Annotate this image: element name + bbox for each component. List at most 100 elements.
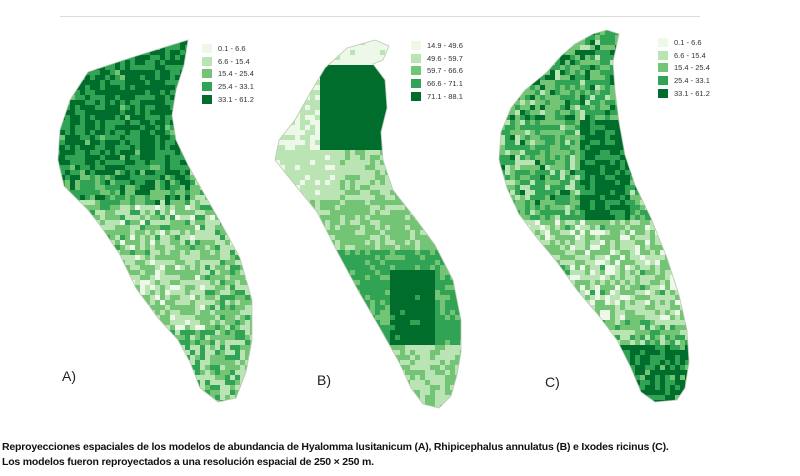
raster-cell	[225, 275, 231, 281]
raster-cell	[180, 370, 186, 376]
raster-cell	[100, 195, 106, 201]
raster-cell	[255, 155, 260, 160]
raster-cell	[275, 65, 276, 71]
raster-cell	[210, 160, 216, 166]
raster-cell	[140, 190, 146, 196]
raster-cell	[300, 85, 306, 91]
raster-cell	[300, 90, 306, 96]
raster-cell	[165, 130, 171, 136]
raster-cell	[215, 360, 221, 366]
raster-cell	[220, 205, 226, 211]
raster-cell	[175, 365, 181, 371]
raster-cell	[95, 155, 101, 161]
raster-cell	[65, 130, 71, 136]
raster-cell	[100, 245, 106, 251]
raster-cell	[70, 50, 76, 56]
raster-cell	[155, 365, 161, 371]
raster-cell	[95, 85, 101, 91]
raster-cell	[140, 400, 146, 402]
raster-cell	[205, 335, 211, 341]
raster-cell	[370, 70, 376, 76]
raster-cell	[275, 40, 276, 46]
raster-cell	[95, 60, 101, 66]
raster-cell	[145, 155, 151, 161]
raster-cell	[145, 100, 151, 106]
raster-cell	[255, 280, 260, 285]
raster-cell	[150, 360, 156, 366]
raster-cell	[160, 345, 166, 351]
raster-cell	[110, 395, 116, 401]
raster-cell	[240, 150, 246, 156]
raster-cell	[395, 75, 401, 81]
raster-cell	[140, 120, 146, 126]
raster-cell	[150, 260, 156, 266]
raster-cell	[325, 45, 331, 51]
raster-cell	[85, 145, 91, 151]
raster-cell	[80, 340, 86, 346]
raster-cell	[135, 280, 141, 286]
raster-cell	[325, 115, 331, 121]
raster-cell	[125, 285, 131, 291]
raster-cell	[375, 25, 380, 30]
raster-cell	[175, 185, 181, 191]
raster-cell	[385, 65, 391, 71]
raster-cell	[110, 235, 116, 241]
raster-cell	[190, 125, 196, 131]
raster-cell	[165, 90, 171, 96]
raster-cell	[40, 245, 45, 250]
raster-cell	[355, 60, 361, 66]
raster-cell	[235, 385, 241, 391]
raster-cell	[350, 95, 356, 101]
raster-cell	[185, 130, 191, 136]
raster-cell	[160, 190, 166, 196]
raster-cell	[120, 230, 126, 236]
raster-cell	[65, 50, 71, 56]
raster-cell	[220, 160, 226, 166]
raster-cell	[245, 115, 251, 121]
raster-cell	[250, 220, 252, 226]
raster-cell	[280, 100, 286, 106]
raster-cell	[240, 190, 246, 196]
raster-cell	[175, 130, 181, 136]
raster-cell	[135, 40, 141, 46]
raster-cell	[100, 410, 105, 415]
raster-cell	[250, 150, 252, 156]
raster-cell	[160, 20, 165, 25]
raster-cell	[60, 40, 66, 46]
raster-cell	[275, 170, 281, 176]
raster-cell	[140, 395, 146, 401]
raster-cell	[200, 225, 206, 231]
raster-cell	[470, 70, 475, 75]
raster-cell	[215, 340, 221, 346]
raster-cell	[275, 85, 281, 91]
raster-cell	[205, 235, 211, 241]
raster-cell	[255, 245, 260, 250]
raster-cell	[80, 225, 86, 231]
raster-cell	[395, 25, 400, 30]
raster-cell	[60, 260, 66, 266]
raster-cell	[440, 30, 445, 35]
raster-cell	[430, 125, 436, 131]
raster-cell	[400, 85, 406, 91]
raster-cell	[100, 355, 106, 361]
raster-cell	[300, 40, 306, 46]
raster-cell	[185, 235, 191, 241]
legend-swatch	[202, 82, 212, 92]
raster-cell	[190, 275, 196, 281]
raster-cell	[50, 255, 55, 260]
raster-cell	[395, 155, 401, 161]
raster-cell	[275, 150, 276, 156]
raster-cell	[105, 75, 111, 81]
raster-cell	[160, 145, 166, 151]
raster-cell	[170, 165, 176, 171]
raster-cell	[190, 70, 196, 76]
raster-cell	[465, 120, 470, 125]
raster-cell	[360, 70, 366, 76]
raster-cell	[210, 250, 216, 256]
raster-cell	[220, 180, 226, 186]
raster-cell	[415, 150, 421, 156]
raster-cell	[135, 145, 141, 151]
raster-cell	[90, 70, 96, 76]
raster-cell	[345, 65, 351, 71]
raster-cell	[150, 220, 156, 226]
